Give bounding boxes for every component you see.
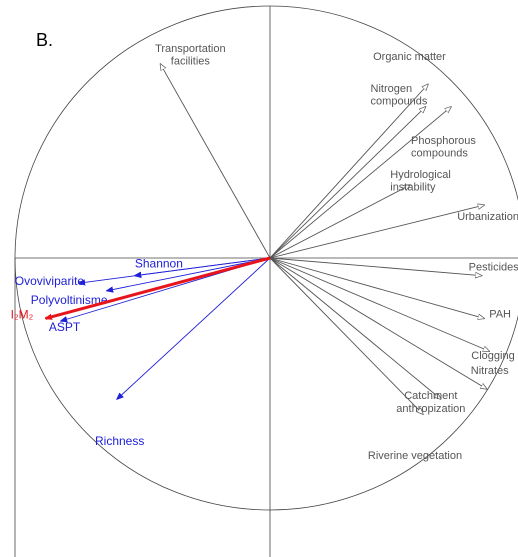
vector-label: Urbanization	[457, 211, 518, 223]
vector-arrow	[269, 257, 423, 414]
vector-arrow	[107, 257, 271, 291]
vector-arrow	[269, 257, 482, 276]
vector-arrow	[269, 84, 428, 259]
vector-label: ASPT	[49, 320, 81, 334]
vector-label: Ovoviviparite	[15, 274, 85, 288]
vector-label: Shannon	[135, 257, 183, 271]
vector-arrow	[269, 107, 426, 259]
vector-label: Nitrogen compounds	[371, 83, 428, 108]
vector-label: PAH	[489, 308, 511, 320]
vector-label: Polyvoltinisme	[31, 293, 108, 307]
vector-label: Transportation facilities	[155, 43, 226, 68]
vector-label: Hydrological instability	[390, 169, 451, 194]
vector-arrow	[79, 257, 271, 283]
panel-label: B.	[36, 30, 53, 50]
vector-arrow	[160, 64, 271, 259]
vector-label: I₂M₂	[11, 307, 34, 321]
vector-arrow	[269, 107, 451, 259]
vector-arrow	[269, 205, 484, 259]
frame	[14, 5, 518, 557]
vector-label: Clogging	[471, 350, 514, 362]
vector-label: Nitrates	[471, 365, 509, 377]
vector-label: Organic matter	[373, 51, 446, 63]
vector-label: Pesticides	[469, 262, 518, 274]
vector-arrow	[46, 256, 271, 318]
vector-label: Phosphorous compounds	[411, 135, 476, 160]
vector-arrow	[269, 185, 410, 259]
vector-arrow	[269, 257, 489, 351]
vector-arrow	[269, 257, 487, 389]
vector-arrow	[269, 257, 484, 318]
vector-arrow	[117, 257, 271, 399]
vector-label: Richness	[95, 434, 144, 448]
vector-label: Catchment anthropization	[396, 390, 465, 415]
vector-arrow	[269, 257, 441, 399]
vector-label: Riverine vegetation	[368, 450, 462, 462]
